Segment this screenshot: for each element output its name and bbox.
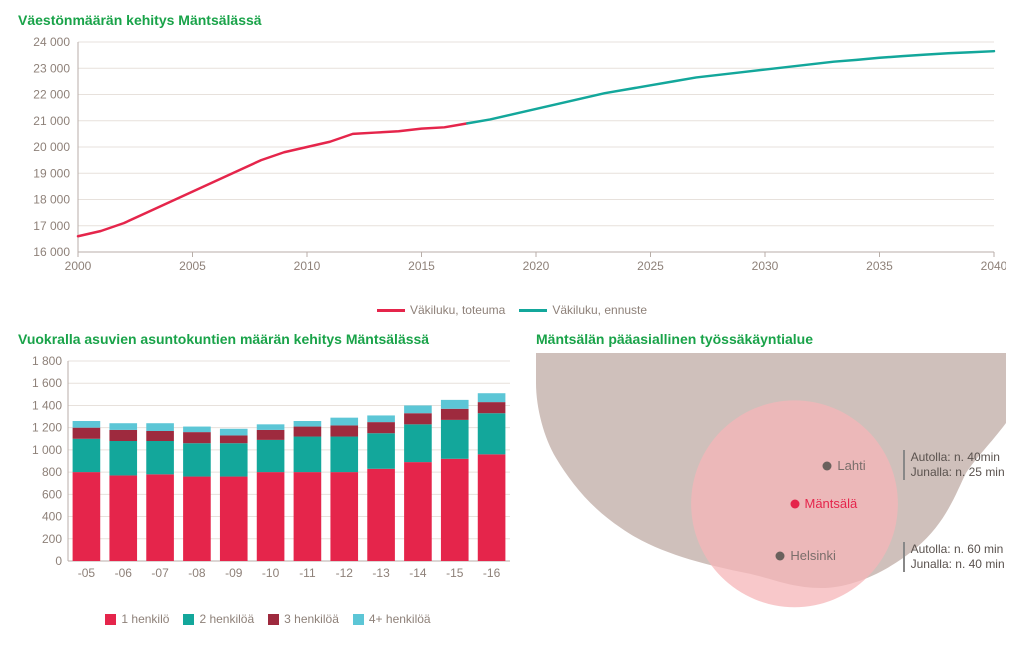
svg-text:2035: 2035 bbox=[866, 259, 893, 273]
svg-text:2040: 2040 bbox=[981, 259, 1006, 273]
legend-label: Väkiluku, toteuma bbox=[410, 303, 505, 317]
svg-text:600: 600 bbox=[42, 487, 62, 501]
city-label: Mäntsälä bbox=[805, 496, 858, 511]
svg-text:17 000: 17 000 bbox=[33, 219, 70, 233]
city-dot bbox=[790, 500, 799, 509]
legend-swatch bbox=[105, 614, 116, 625]
bar-chart-title: Vuokralla asuvien asuntokuntien määrän k… bbox=[18, 331, 518, 347]
svg-text:18 000: 18 000 bbox=[33, 193, 70, 207]
legend-label: 1 henkilö bbox=[121, 612, 169, 626]
city-dot bbox=[776, 551, 785, 560]
svg-text:2030: 2030 bbox=[752, 259, 779, 273]
city-dot bbox=[823, 462, 832, 471]
svg-text:19 000: 19 000 bbox=[33, 166, 70, 180]
svg-text:2010: 2010 bbox=[294, 259, 321, 273]
svg-text:-07: -07 bbox=[151, 566, 169, 580]
top-chart-title: Väestönmäärän kehitys Mäntsälässä bbox=[18, 12, 1006, 28]
svg-text:2005: 2005 bbox=[179, 259, 206, 273]
svg-text:-16: -16 bbox=[483, 566, 501, 580]
svg-text:2015: 2015 bbox=[408, 259, 435, 273]
commuting-map: Lahti Mäntsälä Helsinki Autolla: n. 40minJu… bbox=[536, 353, 1006, 623]
svg-text:1 000: 1 000 bbox=[32, 443, 62, 457]
legend-swatch bbox=[353, 614, 364, 625]
city-label: Lahti bbox=[837, 458, 865, 473]
legend-swatch bbox=[268, 614, 279, 625]
legend-label: 2 henkilöä bbox=[199, 612, 254, 626]
travel-info: Autolla: n. 60 minJunalla: n. 40 min bbox=[903, 542, 1005, 572]
legend-swatch bbox=[377, 309, 405, 312]
svg-text:-13: -13 bbox=[372, 566, 390, 580]
legend-label: Väkiluku, ennuste bbox=[552, 303, 647, 317]
svg-text:800: 800 bbox=[42, 465, 62, 479]
svg-text:1 200: 1 200 bbox=[32, 421, 62, 435]
travel-info: Autolla: n. 40minJunalla: n. 25 min bbox=[903, 450, 1005, 480]
svg-text:-11: -11 bbox=[299, 566, 316, 580]
svg-text:24 000: 24 000 bbox=[33, 35, 70, 49]
legend-swatch bbox=[183, 614, 194, 625]
top-line-chart: 16 000 17 000 18 000 19 000 20 000 21 000 22 0… bbox=[18, 34, 1006, 317]
svg-text:400: 400 bbox=[42, 510, 62, 524]
svg-text:1 400: 1 400 bbox=[32, 398, 62, 412]
svg-text:2000: 2000 bbox=[65, 259, 92, 273]
svg-text:200: 200 bbox=[42, 532, 62, 546]
svg-text:21 000: 21 000 bbox=[33, 114, 70, 128]
bar-chart-legend: 1 henkilö 2 henkilöä 3 henkilöä 4+ henki… bbox=[18, 612, 518, 626]
legend-item: Väkiluku, ennuste bbox=[519, 303, 647, 317]
legend-item: 2 henkilöä bbox=[183, 612, 254, 626]
legend-label: 4+ henkilöä bbox=[369, 612, 431, 626]
city-label: Helsinki bbox=[790, 548, 836, 563]
legend-item: 1 henkilö bbox=[105, 612, 169, 626]
svg-text:-14: -14 bbox=[409, 566, 427, 580]
svg-text:23 000: 23 000 bbox=[33, 61, 70, 75]
map-title: Mäntsälän pääasiallinen työssäkäyntialue bbox=[536, 331, 1006, 347]
legend-label: 3 henkilöä bbox=[284, 612, 339, 626]
svg-text:1 800: 1 800 bbox=[32, 354, 62, 368]
top-chart-legend: Väkiluku, toteuma Väkiluku, ennuste bbox=[18, 303, 1006, 317]
svg-text:2020: 2020 bbox=[523, 259, 550, 273]
legend-swatch bbox=[519, 309, 547, 312]
bar-chart: 0 200 400 600 800 1 000 1 200 1 400 1 600 1 800 -0… bbox=[18, 353, 518, 626]
svg-text:-10: -10 bbox=[262, 566, 280, 580]
svg-text:-09: -09 bbox=[225, 566, 243, 580]
legend-item: Väkiluku, toteuma bbox=[377, 303, 505, 317]
svg-text:20 000: 20 000 bbox=[33, 140, 70, 154]
svg-text:-06: -06 bbox=[115, 566, 133, 580]
svg-text:2025: 2025 bbox=[637, 259, 664, 273]
svg-text:0: 0 bbox=[55, 554, 62, 568]
svg-text:-05: -05 bbox=[78, 566, 96, 580]
svg-text:-12: -12 bbox=[336, 566, 354, 580]
svg-text:1 600: 1 600 bbox=[32, 376, 62, 390]
legend-item: 3 henkilöä bbox=[268, 612, 339, 626]
svg-text:-15: -15 bbox=[446, 566, 464, 580]
legend-item: 4+ henkilöä bbox=[353, 612, 431, 626]
svg-text:-08: -08 bbox=[188, 566, 206, 580]
svg-text:16 000: 16 000 bbox=[33, 245, 70, 259]
svg-text:22 000: 22 000 bbox=[33, 88, 70, 102]
